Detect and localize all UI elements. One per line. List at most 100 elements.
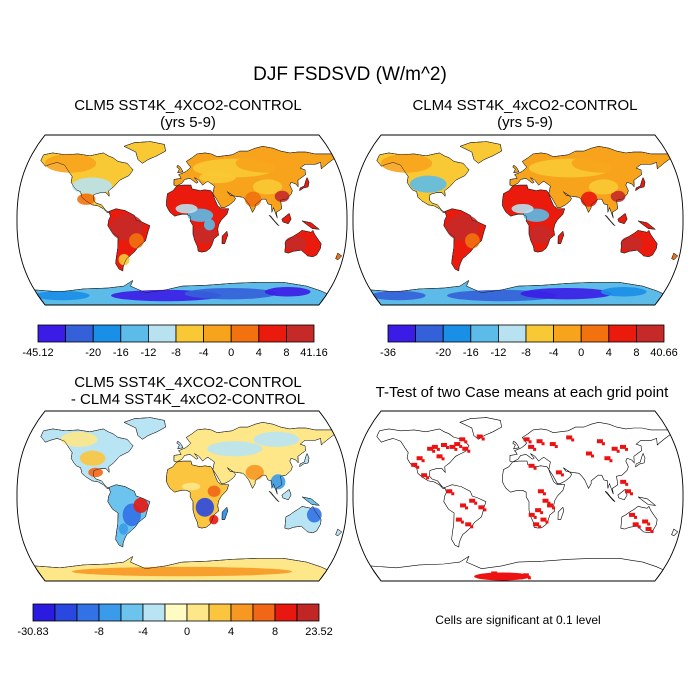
significant-cell — [571, 438, 575, 442]
colorbar-swatch — [148, 324, 177, 343]
panel-3-colorbar: -30.83 -8 -4 0 4 8 23.52 — [17, 603, 333, 638]
panel-3-map — [16, 410, 348, 582]
significant-cell — [460, 520, 464, 524]
value-patch — [44, 153, 97, 173]
significant-cell — [469, 498, 476, 503]
significant-cell — [585, 451, 592, 456]
map-outline — [16, 410, 348, 582]
colorbar-swatch — [470, 324, 499, 343]
colorbar-swatch — [442, 324, 472, 343]
colorbar-tick-label: -4 — [549, 347, 559, 359]
colorbar-swatch — [120, 324, 149, 343]
value-patch — [274, 190, 290, 203]
colorbar-tick-label: -36 — [380, 347, 396, 359]
colorbar-tick-label: 4 — [606, 347, 612, 359]
colorbar-swatch — [387, 324, 417, 343]
significant-cell — [528, 512, 535, 517]
significant-cell — [533, 447, 537, 451]
significant-cell — [528, 463, 535, 468]
colorbar-swatch — [498, 324, 527, 343]
significant-cell — [647, 522, 651, 526]
colorbar-tick-label: 0 — [578, 347, 584, 359]
colorbar-swatch — [76, 603, 100, 622]
value-patch — [571, 153, 636, 173]
significant-cell — [555, 470, 562, 475]
value-patch — [520, 288, 613, 300]
colorbar-swatch — [32, 603, 56, 622]
colorbar-swatch — [274, 603, 298, 622]
land-japan — [635, 176, 646, 192]
value-patch — [79, 450, 106, 466]
significant-cell — [426, 476, 430, 480]
colorbar-tick-label: 40.66 — [650, 347, 678, 359]
colorbar-tick-label: 41.16 — [300, 347, 328, 359]
colorbar-swatch — [525, 324, 555, 343]
significant-cell — [421, 473, 428, 478]
land-japan — [299, 452, 310, 468]
significant-cell — [596, 439, 603, 444]
significant-cell — [604, 456, 611, 461]
colorbar-swatch — [37, 324, 67, 343]
value-patch — [139, 146, 159, 158]
colorbar-swatch — [285, 324, 315, 343]
colorbar-tick-label: 8 — [283, 347, 289, 359]
value-patch — [465, 233, 480, 249]
value-patch — [306, 507, 322, 523]
significant-cell — [436, 447, 440, 451]
significant-cell — [440, 443, 447, 447]
significant-cell — [549, 442, 556, 447]
significant-cell — [560, 473, 564, 477]
land-uk — [512, 440, 520, 450]
significant-cell — [540, 511, 544, 515]
significant-cell — [465, 506, 469, 510]
significant-cell — [541, 442, 545, 446]
value-patch — [129, 233, 144, 249]
colorbar-tick-label: 8 — [272, 626, 278, 638]
colorbar-swatch — [175, 324, 205, 343]
map-outline — [352, 134, 684, 306]
significant-cell — [436, 454, 443, 459]
colorbar-swatch — [608, 324, 637, 343]
value-patch — [264, 287, 311, 297]
significant-cell — [416, 465, 420, 469]
significant-cell — [620, 479, 627, 484]
colorbar-tick-label: 4 — [256, 347, 262, 359]
colorbar-swatch — [203, 324, 232, 343]
significant-cell — [542, 498, 549, 503]
colorbar-swatch — [258, 324, 287, 343]
significant-cell — [481, 437, 485, 441]
panel-2-title-line2: (yrs 5-9) — [497, 114, 553, 131]
significant-cell — [528, 444, 535, 449]
colorbar-swatch — [120, 603, 144, 622]
panel-4-footnote: Cells are significant at 0.1 level — [435, 613, 601, 627]
land-uk — [512, 164, 520, 174]
significant-cell — [609, 459, 613, 463]
value-patch — [580, 191, 598, 207]
significant-cell — [566, 435, 573, 440]
value-patch — [245, 464, 264, 480]
land-newguinea — [301, 496, 321, 506]
significant-cell — [445, 446, 449, 449]
colorbar-swatch — [142, 603, 166, 622]
significant-cell — [537, 489, 544, 494]
significant-cell — [536, 439, 543, 444]
significant-cell — [431, 444, 438, 449]
colorbar-tick-label: -8 — [521, 347, 531, 359]
significant-cell — [416, 456, 423, 461]
panel-1-title-line1: CLM5 SST4K_4XCO2-CONTROL — [74, 97, 302, 114]
panel-3-title-line2: - CLM4 SST4K_4xCO2-CONTROL — [70, 391, 306, 408]
land-nz — [671, 528, 679, 537]
value-patch — [253, 431, 300, 447]
significant-cell — [411, 462, 418, 467]
significant-cell — [637, 525, 641, 529]
colorbar-tick-label: -16 — [113, 347, 129, 359]
value-patch — [195, 497, 215, 517]
significant-cell — [542, 492, 546, 496]
value-patch — [244, 191, 262, 207]
land-antarctica — [369, 555, 664, 581]
significant-cell — [547, 503, 554, 508]
significant-cell — [616, 449, 620, 453]
value-patch — [118, 523, 129, 535]
value-patch — [207, 485, 221, 497]
significant-cell — [478, 505, 485, 510]
